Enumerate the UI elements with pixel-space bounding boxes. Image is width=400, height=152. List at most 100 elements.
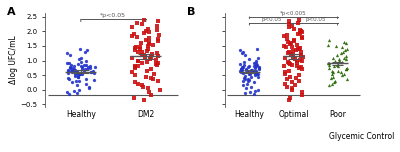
- Point: [149, 53, 155, 55]
- Point: [291, 27, 297, 30]
- Point: [290, 50, 296, 52]
- Point: [79, 66, 85, 68]
- Point: [295, 48, 302, 51]
- Point: [146, 40, 152, 43]
- Point: [64, 52, 70, 54]
- Point: [140, 32, 147, 34]
- Point: [296, 74, 302, 76]
- Point: [287, 63, 293, 65]
- Point: [134, 83, 141, 85]
- Point: [335, 65, 341, 67]
- Point: [155, 40, 162, 42]
- Point: [286, 20, 292, 22]
- Point: [336, 59, 342, 62]
- Point: [284, 34, 290, 36]
- Point: [297, 32, 304, 34]
- Point: [239, 80, 246, 83]
- Point: [83, 78, 90, 81]
- Text: p<0.05: p<0.05: [305, 17, 326, 22]
- Point: [144, 61, 150, 63]
- Point: [248, 76, 254, 79]
- Point: [341, 56, 348, 59]
- Point: [139, 54, 146, 57]
- Point: [281, 65, 288, 67]
- Point: [251, 62, 258, 65]
- Point: [246, 79, 252, 81]
- Point: [295, 22, 301, 24]
- Point: [155, 20, 161, 22]
- Point: [128, 71, 135, 73]
- Point: [132, 74, 138, 76]
- Point: [71, 69, 77, 71]
- Point: [245, 65, 252, 68]
- Point: [76, 80, 82, 82]
- Point: [140, 19, 147, 21]
- Point: [137, 46, 143, 49]
- Point: [132, 66, 138, 68]
- Point: [146, 58, 153, 60]
- Point: [67, 64, 74, 67]
- Point: [287, 43, 293, 45]
- Point: [73, 80, 79, 83]
- Point: [290, 56, 296, 59]
- Point: [87, 65, 93, 67]
- Point: [288, 81, 295, 84]
- Point: [298, 55, 305, 57]
- Point: [298, 94, 305, 97]
- Point: [285, 52, 291, 54]
- Point: [242, 67, 249, 70]
- Point: [254, 64, 260, 66]
- Point: [328, 77, 334, 79]
- Point: [74, 92, 80, 94]
- Point: [144, 45, 151, 47]
- Point: [145, 27, 151, 30]
- Point: [344, 78, 350, 81]
- Point: [292, 84, 299, 86]
- Point: [144, 69, 150, 72]
- Point: [142, 30, 149, 33]
- Point: [75, 75, 81, 78]
- Point: [298, 51, 304, 54]
- Point: [139, 23, 145, 25]
- Point: [240, 51, 246, 53]
- Point: [245, 77, 252, 80]
- Point: [155, 62, 161, 65]
- Point: [68, 70, 75, 73]
- Point: [289, 87, 295, 89]
- Point: [343, 58, 350, 60]
- Point: [297, 47, 303, 50]
- Point: [241, 64, 247, 67]
- Point: [300, 56, 306, 58]
- Point: [78, 56, 84, 59]
- Point: [147, 77, 154, 79]
- Y-axis label: Δlog UFC/mL: Δlog UFC/mL: [8, 35, 18, 84]
- Point: [248, 68, 254, 71]
- Point: [287, 97, 293, 100]
- Point: [92, 66, 98, 68]
- Point: [130, 33, 137, 36]
- Point: [250, 81, 257, 84]
- Point: [128, 35, 135, 37]
- Point: [64, 62, 70, 64]
- Point: [281, 35, 287, 37]
- Point: [65, 77, 71, 79]
- Point: [153, 59, 159, 61]
- Point: [240, 66, 246, 69]
- Point: [248, 85, 255, 88]
- Point: [286, 62, 292, 65]
- Point: [341, 40, 348, 43]
- Point: [331, 65, 338, 67]
- Point: [242, 92, 248, 94]
- Point: [82, 68, 88, 71]
- Point: [134, 65, 141, 67]
- Point: [326, 67, 332, 69]
- Point: [295, 33, 301, 36]
- Point: [252, 90, 258, 92]
- Point: [240, 77, 247, 79]
- Point: [246, 58, 252, 60]
- Point: [69, 81, 75, 84]
- Point: [239, 52, 246, 54]
- Point: [135, 60, 141, 62]
- Point: [291, 58, 298, 60]
- Point: [154, 29, 160, 31]
